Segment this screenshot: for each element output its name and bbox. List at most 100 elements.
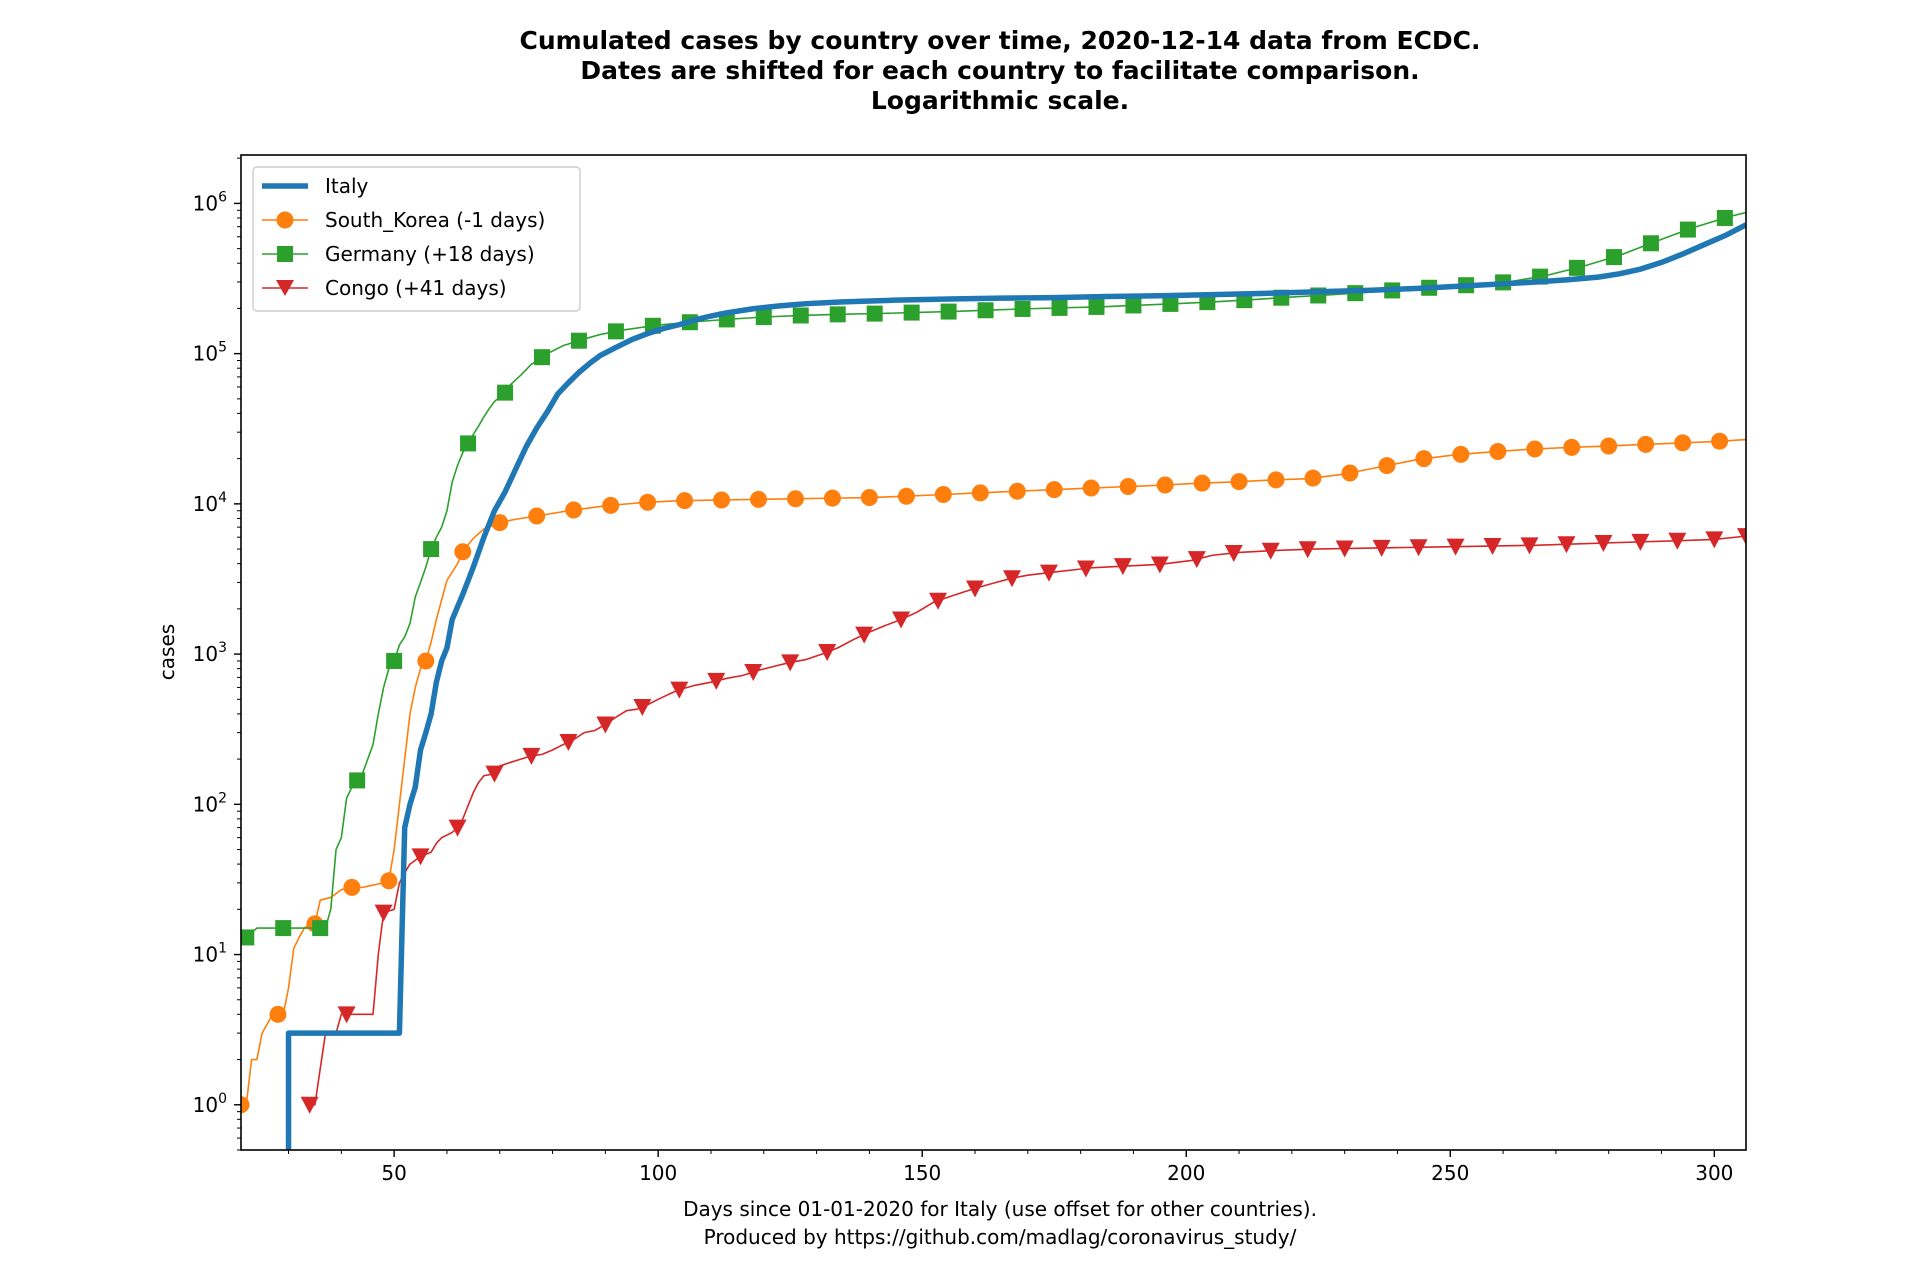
legend-entry-congo: Congo (+41 days): [262, 276, 507, 300]
data-point-south-korea: [602, 496, 620, 514]
data-point-south-korea: [269, 1005, 287, 1023]
data-point-congo: [1737, 528, 1746, 546]
data-point-south-korea: [1341, 464, 1359, 482]
data-point-congo: [1113, 558, 1132, 576]
data-point-south-korea: [1156, 476, 1174, 494]
y-tick-label: 103: [193, 640, 227, 666]
data-point-germany: [1716, 209, 1733, 226]
data-point-south-korea: [1082, 479, 1100, 497]
data-point-south-korea: [750, 490, 768, 508]
legend-marker-south-korea: [276, 211, 294, 229]
data-point-congo: [818, 644, 837, 662]
data-point-germany: [866, 305, 883, 322]
data-point-south-korea: [1304, 469, 1322, 487]
data-point-congo: [337, 1006, 356, 1024]
x-axis-label-line-2: Produced by https://github.com/madlag/co…: [704, 1225, 1297, 1249]
data-point-south-korea: [528, 507, 546, 525]
data-point-germany: [1162, 295, 1179, 312]
y-tick-label: 102: [193, 790, 227, 816]
chart-title-line-1: Cumulated cases by country over time, 20…: [519, 26, 1480, 55]
legend: Italy South_Korea (-1 days) Germany (+18…: [252, 166, 581, 312]
series-south-korea: [241, 432, 1746, 1114]
x-axis-label-line-1: Days since 01-01-2020 for Italy (use off…: [683, 1197, 1317, 1221]
data-point-germany: [241, 929, 255, 946]
x-tick-label: 300: [1695, 1161, 1733, 1185]
data-point-congo: [1076, 560, 1095, 578]
data-point-congo: [596, 716, 615, 734]
data-point-germany: [1642, 235, 1659, 252]
legend-label-germany: Germany (+18 days): [325, 242, 535, 266]
y-tick-label: 100: [193, 1091, 227, 1117]
y-tick-label: 105: [193, 340, 227, 366]
data-point-south-korea: [1711, 432, 1729, 450]
data-point-germany: [1605, 249, 1622, 266]
chart-title: Cumulated cases by country over time, 20…: [519, 26, 1480, 115]
legend-label-south-korea: South_Korea (-1 days): [325, 208, 545, 232]
data-point-south-korea: [1452, 445, 1470, 463]
data-point-germany: [1569, 259, 1586, 276]
data-point-germany: [570, 332, 587, 349]
series-italy: [285, 222, 1746, 1150]
x-tick-label: 100: [639, 1161, 677, 1185]
data-point-south-korea: [1193, 474, 1211, 492]
legend-label-italy: Italy: [325, 174, 369, 198]
data-point-south-korea: [1526, 440, 1544, 458]
data-point-south-korea: [823, 489, 841, 507]
data-point-germany: [497, 384, 514, 401]
legend-entry-south-korea: South_Korea (-1 days): [262, 208, 545, 232]
legend-marker-congo: [276, 280, 294, 296]
series-congo: [300, 528, 1746, 1114]
data-point-congo: [411, 848, 430, 866]
data-point-congo: [1409, 539, 1428, 557]
data-point-congo: [522, 747, 541, 765]
data-point-congo: [929, 592, 948, 610]
x-tick-label: 150: [903, 1161, 941, 1185]
y-tick-label: 106: [193, 189, 227, 215]
data-point-germany: [349, 772, 366, 789]
data-point-congo: [1705, 531, 1724, 549]
data-point-congo: [1631, 533, 1650, 551]
data-point-south-korea: [639, 493, 657, 511]
data-point-congo: [1187, 551, 1206, 569]
legend-box: [252, 166, 581, 312]
data-point-congo: [448, 819, 467, 837]
data-point-south-korea: [897, 487, 915, 505]
data-point-south-korea: [1600, 437, 1618, 455]
plot-area: [241, 155, 1746, 1150]
chart-title-line-3: Logarithmic scale.: [871, 86, 1129, 115]
data-point-germany: [1051, 299, 1068, 316]
data-point-south-korea: [1563, 438, 1581, 456]
data-point-congo: [744, 664, 763, 682]
data-point-south-korea: [454, 543, 472, 561]
series-layer: [241, 209, 1746, 1150]
data-point-germany: [386, 652, 403, 669]
data-point-germany: [829, 306, 846, 323]
data-point-south-korea: [1674, 434, 1692, 452]
data-point-germany: [460, 435, 477, 452]
series-line-italy: [285, 222, 1746, 1150]
y-tick-label: 101: [193, 941, 227, 967]
legend-entry-italy: Italy: [262, 174, 369, 198]
data-point-germany: [940, 303, 957, 320]
data-point-congo: [374, 904, 393, 922]
data-point-south-korea: [1267, 471, 1285, 489]
data-point-congo: [1298, 541, 1317, 559]
data-point-congo: [1483, 537, 1502, 555]
x-tick-label: 200: [1167, 1161, 1205, 1185]
legend-label-congo: Congo (+41 days): [325, 276, 507, 300]
data-point-south-korea: [417, 652, 435, 670]
data-point-congo: [633, 698, 652, 716]
data-point-congo: [966, 580, 985, 598]
data-point-congo: [300, 1096, 319, 1114]
data-point-south-korea: [1415, 450, 1433, 468]
data-point-south-korea: [860, 488, 878, 506]
plot-frame: [240, 154, 1747, 1151]
x-tick-label: 250: [1431, 1161, 1469, 1185]
data-point-south-korea: [786, 490, 804, 508]
y-axis-label: cases: [155, 624, 179, 680]
data-point-germany: [312, 920, 329, 937]
data-point-germany: [275, 920, 292, 937]
data-point-congo: [781, 654, 800, 672]
data-point-germany: [1679, 221, 1696, 238]
data-point-congo: [670, 681, 689, 699]
